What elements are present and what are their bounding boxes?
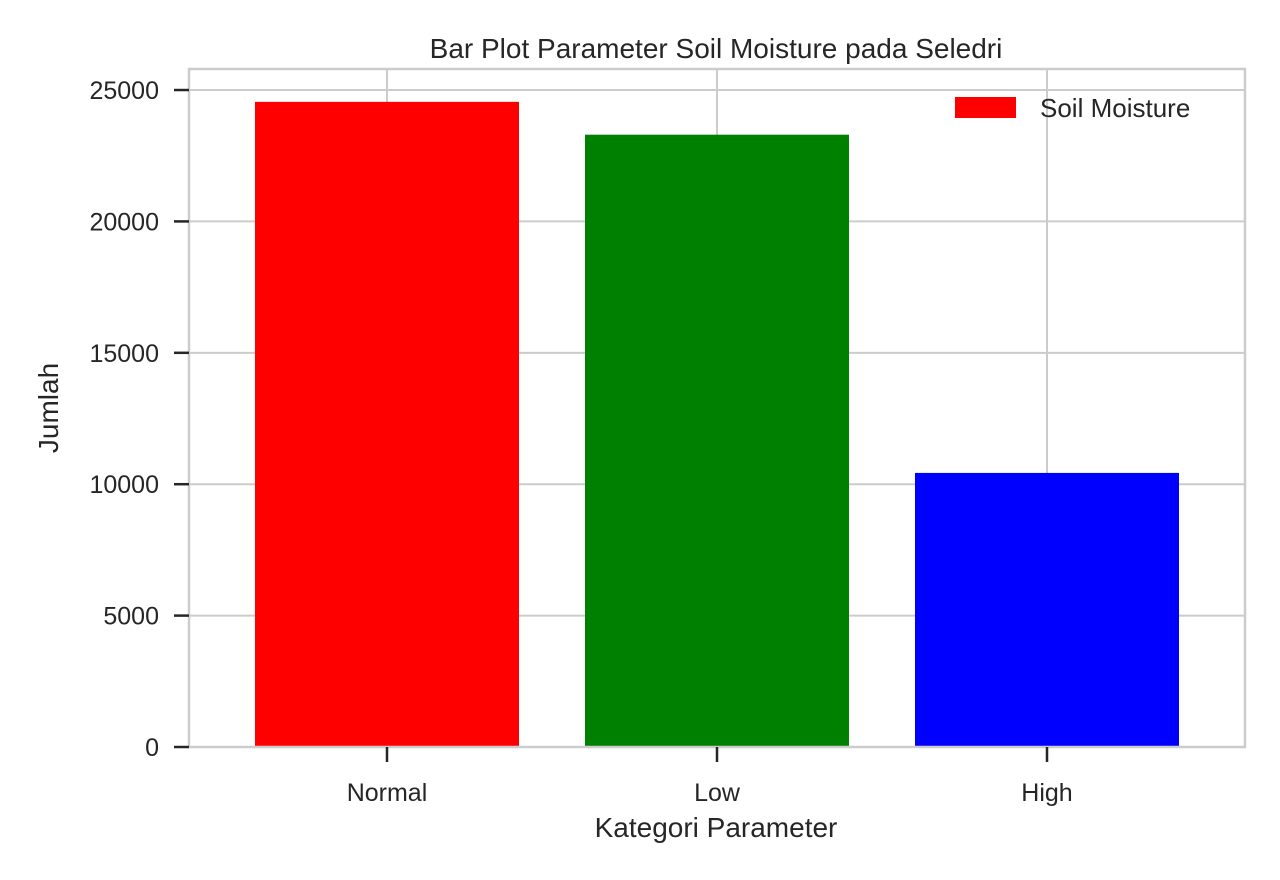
legend-label: Soil Moisture (1040, 93, 1190, 123)
y-tick-label: 10000 (89, 471, 159, 499)
legend-swatch (955, 97, 1016, 118)
y-axis-title: Jumlah (33, 363, 64, 453)
bars (255, 101, 1179, 748)
plot-area: 0 5000 10000 15000 20000 25000 Normal Low High (89, 67, 1247, 807)
x-tick-label: Normal (347, 779, 428, 807)
x-axis-ticks: Normal Low High (347, 747, 1073, 807)
y-tick-label: 25000 (89, 77, 159, 105)
y-tick-label: 20000 (89, 208, 159, 236)
y-tick-label: 15000 (89, 340, 159, 368)
chart-title: Bar Plot Parameter Soil Moisture pada Se… (430, 33, 1003, 64)
bar-low (585, 134, 849, 747)
bar-high (915, 472, 1179, 747)
bar-normal (255, 101, 519, 748)
y-tick-label: 5000 (103, 603, 159, 631)
legend: Soil Moisture (955, 93, 1190, 123)
y-axis-ticks: 0 5000 10000 15000 20000 25000 (89, 77, 189, 762)
x-tick-label: Low (694, 779, 741, 807)
y-tick-label: 0 (145, 734, 159, 762)
x-axis-title: Kategori Parameter (595, 812, 838, 843)
x-tick-label: High (1021, 779, 1072, 807)
